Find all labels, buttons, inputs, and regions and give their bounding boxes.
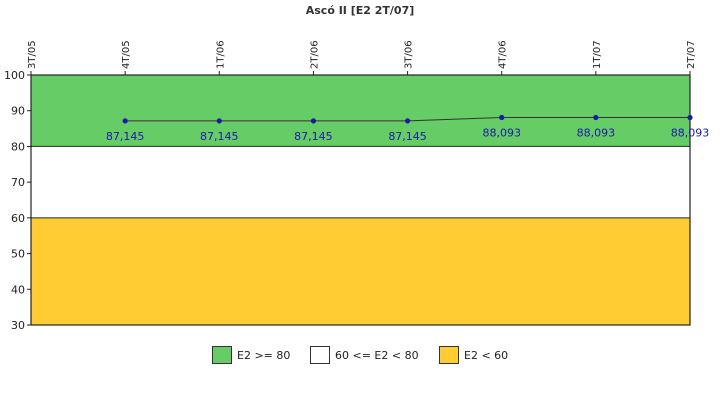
data-point — [593, 114, 599, 121]
y-tick-label: 50 — [11, 248, 25, 261]
data-label: 87,145 — [200, 130, 239, 143]
data-label: 88,093 — [671, 127, 710, 140]
legend-item-mid: 60 <= E2 < 80 — [310, 345, 419, 365]
data-label: 88,093 — [577, 127, 616, 140]
legend-item-low: E2 < 60 — [439, 345, 508, 365]
y-tick-label: 80 — [11, 140, 25, 153]
legend-item-high: E2 >= 80 — [212, 345, 290, 365]
band-0 — [31, 75, 690, 147]
x-tick-label: 4T/05 — [121, 40, 132, 69]
x-tick-label: 3T/05 — [27, 40, 38, 69]
legend-swatch-mid — [310, 346, 330, 364]
chart-legend: E2 >= 80 60 <= E2 < 80 E2 < 60 — [0, 345, 720, 367]
plot-frame — [30, 74, 691, 326]
y-tick-label: 60 — [11, 212, 25, 225]
x-tick-label: 3T/06 — [404, 40, 415, 69]
data-label: 87,145 — [294, 130, 333, 143]
y-tick-label: 40 — [11, 283, 25, 296]
legend-label-high: E2 >= 80 — [237, 348, 291, 362]
legend-swatch-low — [439, 346, 459, 364]
legend-swatch-high — [212, 346, 232, 364]
data-point — [122, 118, 128, 124]
chart-title: Ascó II [E2 2T/07] — [305, 4, 415, 17]
band-2 — [31, 217, 690, 325]
y-tick-label: 30 — [11, 319, 25, 332]
data-point — [687, 114, 693, 121]
y-tick-label: 70 — [11, 176, 25, 189]
data-label: 87,145 — [388, 130, 427, 143]
data-label: 88,093 — [482, 127, 521, 140]
data-label: 87,145 — [106, 130, 145, 143]
band-1 — [31, 146, 690, 218]
data-point — [216, 118, 222, 124]
x-tick-label: 4T/06 — [498, 40, 509, 69]
data-point — [310, 118, 317, 124]
x-tick-label: 1T/07 — [592, 40, 603, 69]
data-point — [499, 114, 505, 121]
x-tick-label: 1T/06 — [215, 40, 226, 69]
x-tick-label: 2T/07 — [686, 40, 697, 69]
data-point — [404, 118, 411, 124]
y-tick-label: 90 — [11, 105, 25, 118]
x-tick-label: 2T/06 — [309, 40, 320, 69]
legend-label-mid: 60 <= E2 < 80 — [335, 348, 419, 362]
legend-label-low: E2 < 60 — [464, 348, 509, 362]
y-tick-label: 100 — [4, 69, 25, 82]
